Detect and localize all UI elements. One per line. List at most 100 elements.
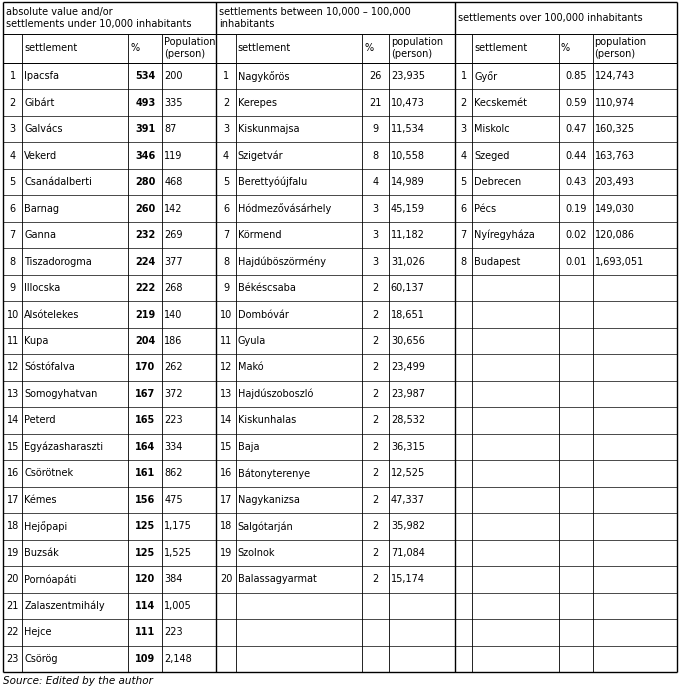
Text: 16: 16: [220, 468, 232, 478]
Text: Győr: Győr: [474, 70, 497, 82]
Text: Békéscsaba: Békéscsaba: [238, 283, 296, 293]
Text: settlements over 100,000 inhabitants: settlements over 100,000 inhabitants: [458, 12, 643, 23]
Text: settlement: settlement: [474, 44, 527, 53]
Text: 203,493: 203,493: [594, 177, 634, 187]
Text: 335: 335: [164, 97, 183, 108]
Text: 15: 15: [6, 442, 19, 452]
Text: 15: 15: [220, 442, 233, 452]
Text: 160,325: 160,325: [594, 124, 634, 134]
Text: 14,989: 14,989: [391, 177, 424, 187]
Text: 2: 2: [373, 548, 379, 558]
Text: 71,084: 71,084: [391, 548, 425, 558]
Text: 119: 119: [164, 151, 182, 160]
Text: Makó: Makó: [238, 363, 263, 372]
Text: Szigetvár: Szigetvár: [238, 151, 284, 161]
Text: Nagykőrös: Nagykőrös: [238, 70, 289, 82]
Text: 21: 21: [369, 97, 381, 108]
Text: 1,005: 1,005: [164, 601, 192, 611]
Text: 36,315: 36,315: [391, 442, 425, 452]
Text: Budapest: Budapest: [474, 256, 520, 267]
Text: 30,656: 30,656: [391, 336, 425, 346]
Text: 8: 8: [373, 151, 379, 160]
Text: 19: 19: [220, 548, 232, 558]
Text: 22: 22: [6, 627, 19, 637]
Text: 23,935: 23,935: [391, 71, 425, 81]
Text: 21: 21: [6, 601, 19, 611]
Text: 20: 20: [220, 574, 233, 585]
Text: Nyíregyháza: Nyíregyháza: [474, 230, 534, 240]
Text: Kerepes: Kerepes: [238, 97, 277, 108]
Text: Csanádalberti: Csanádalberti: [24, 177, 92, 187]
Text: Kupa: Kupa: [24, 336, 49, 346]
Text: 17: 17: [6, 495, 19, 505]
Text: Buzsák: Buzsák: [24, 548, 59, 558]
Text: 222: 222: [135, 283, 156, 293]
Text: Ipacsfa: Ipacsfa: [24, 71, 59, 81]
Text: 5: 5: [460, 177, 466, 187]
Text: Ganna: Ganna: [24, 230, 56, 240]
Text: 3: 3: [373, 256, 379, 267]
Text: Kiskunhalas: Kiskunhalas: [238, 415, 296, 426]
Text: 9: 9: [10, 283, 16, 293]
Text: %: %: [561, 44, 570, 53]
Text: 1: 1: [460, 71, 466, 81]
Text: 223: 223: [164, 627, 183, 637]
Text: settlement: settlement: [24, 44, 78, 53]
Text: 1,525: 1,525: [164, 548, 192, 558]
Text: Körmend: Körmend: [238, 230, 282, 240]
Text: 3: 3: [223, 124, 229, 134]
Text: 346: 346: [135, 151, 156, 160]
Text: Pécs: Pécs: [474, 204, 496, 214]
Text: 493: 493: [135, 97, 156, 108]
Text: 8: 8: [10, 256, 16, 267]
Text: 45,159: 45,159: [391, 204, 425, 214]
Text: 468: 468: [164, 177, 182, 187]
Text: 28,532: 28,532: [391, 415, 425, 426]
Text: Egyázasharaszti: Egyázasharaszti: [24, 442, 103, 452]
Text: 11: 11: [220, 336, 232, 346]
Text: 10: 10: [220, 310, 232, 319]
Text: settlements between 10,000 – 100,000
inhabitants: settlements between 10,000 – 100,000 inh…: [220, 7, 411, 28]
Text: 12: 12: [6, 363, 19, 372]
Text: 4: 4: [10, 151, 16, 160]
Text: 186: 186: [164, 336, 182, 346]
Text: 0.59: 0.59: [565, 97, 586, 108]
Text: 377: 377: [164, 256, 183, 267]
Text: 0.47: 0.47: [565, 124, 586, 134]
Text: 2,148: 2,148: [164, 654, 192, 664]
Text: 167: 167: [135, 389, 156, 399]
Text: Gyula: Gyula: [238, 336, 266, 346]
Text: 8: 8: [223, 256, 229, 267]
Text: 4: 4: [460, 151, 466, 160]
Text: Illocska: Illocska: [24, 283, 61, 293]
Text: 0.02: 0.02: [565, 230, 586, 240]
Text: Hódmezővásárhely: Hódmezővásárhely: [238, 203, 331, 214]
Text: 18: 18: [7, 522, 19, 531]
Text: 204: 204: [135, 336, 156, 346]
Text: Tiszadorogma: Tiszadorogma: [24, 256, 92, 267]
Text: 219: 219: [135, 310, 156, 319]
Text: 2: 2: [373, 415, 379, 426]
Text: 2: 2: [373, 363, 379, 372]
Text: 9: 9: [223, 283, 229, 293]
Text: 2: 2: [373, 389, 379, 399]
Text: 5: 5: [223, 177, 229, 187]
Text: 269: 269: [164, 230, 183, 240]
Text: 0.43: 0.43: [565, 177, 586, 187]
Text: 1: 1: [223, 71, 229, 81]
Text: 7: 7: [223, 230, 229, 240]
Text: 114: 114: [135, 601, 156, 611]
Text: 47,337: 47,337: [391, 495, 425, 505]
Text: Zalaszentmihály: Zalaszentmihály: [24, 600, 105, 611]
Text: 6: 6: [223, 204, 229, 214]
Text: 26: 26: [369, 71, 381, 81]
Text: 862: 862: [164, 468, 183, 478]
Text: Gibárt: Gibárt: [24, 97, 54, 108]
Text: Szeged: Szeged: [474, 151, 509, 160]
Text: 2: 2: [460, 97, 466, 108]
Text: 1,175: 1,175: [164, 522, 192, 531]
Text: 14: 14: [220, 415, 232, 426]
Text: 23,499: 23,499: [391, 363, 425, 372]
Text: 31,026: 31,026: [391, 256, 425, 267]
Text: Hajdúböszörmény: Hajdúböszörmény: [238, 256, 326, 267]
